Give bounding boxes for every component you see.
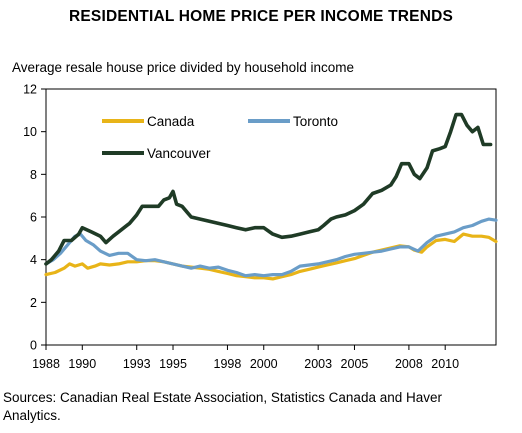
y-tick-label: 12 (23, 83, 37, 97)
legend-label-toronto: Toronto (293, 114, 338, 129)
x-tick-label: 2005 (341, 357, 369, 371)
y-tick-label: 8 (30, 168, 37, 182)
series-line-canada (44, 232, 498, 281)
y-tick-label: 0 (30, 339, 37, 353)
source-note: Sources: Canadian Real Estate Associatio… (3, 390, 442, 423)
legend-label-canada: Canada (147, 114, 195, 129)
y-tick-label: 6 (30, 211, 37, 225)
plot-frame (45, 88, 497, 346)
legend-label-vancouver: Vancouver (147, 146, 211, 161)
x-tick-label: 2003 (304, 357, 332, 371)
series-lines (44, 112, 498, 281)
y-axis-label: Average resale house price divided by ho… (12, 60, 354, 75)
series-line-vancouver (44, 112, 493, 266)
legend: Canada Toronto Vancouver (102, 114, 338, 161)
x-tick-label: 2008 (395, 357, 423, 371)
y-tick-label: 2 (30, 296, 37, 310)
x-tick-label: 1990 (68, 357, 96, 371)
x-tick-label: 1998 (214, 357, 242, 371)
tick-labels: 0 2 4 6 8 10 12 1988 1990 1993 1995 1998 2000 2003 200… (23, 83, 459, 372)
x-tick-label: 1993 (123, 357, 151, 371)
x-tick-label: 2000 (250, 357, 278, 371)
chart-title: RESIDENTIAL HOME PRICE PER INCOME TRENDS (68, 8, 454, 25)
x-tick-label: 1988 (32, 357, 60, 371)
x-tick-label: 2010 (431, 357, 459, 371)
y-tick-label: 4 (30, 253, 37, 267)
axes (41, 88, 497, 350)
y-tick-label: 10 (23, 125, 37, 139)
series-line-toronto (44, 217, 498, 278)
x-tick-label: 1995 (159, 357, 187, 371)
